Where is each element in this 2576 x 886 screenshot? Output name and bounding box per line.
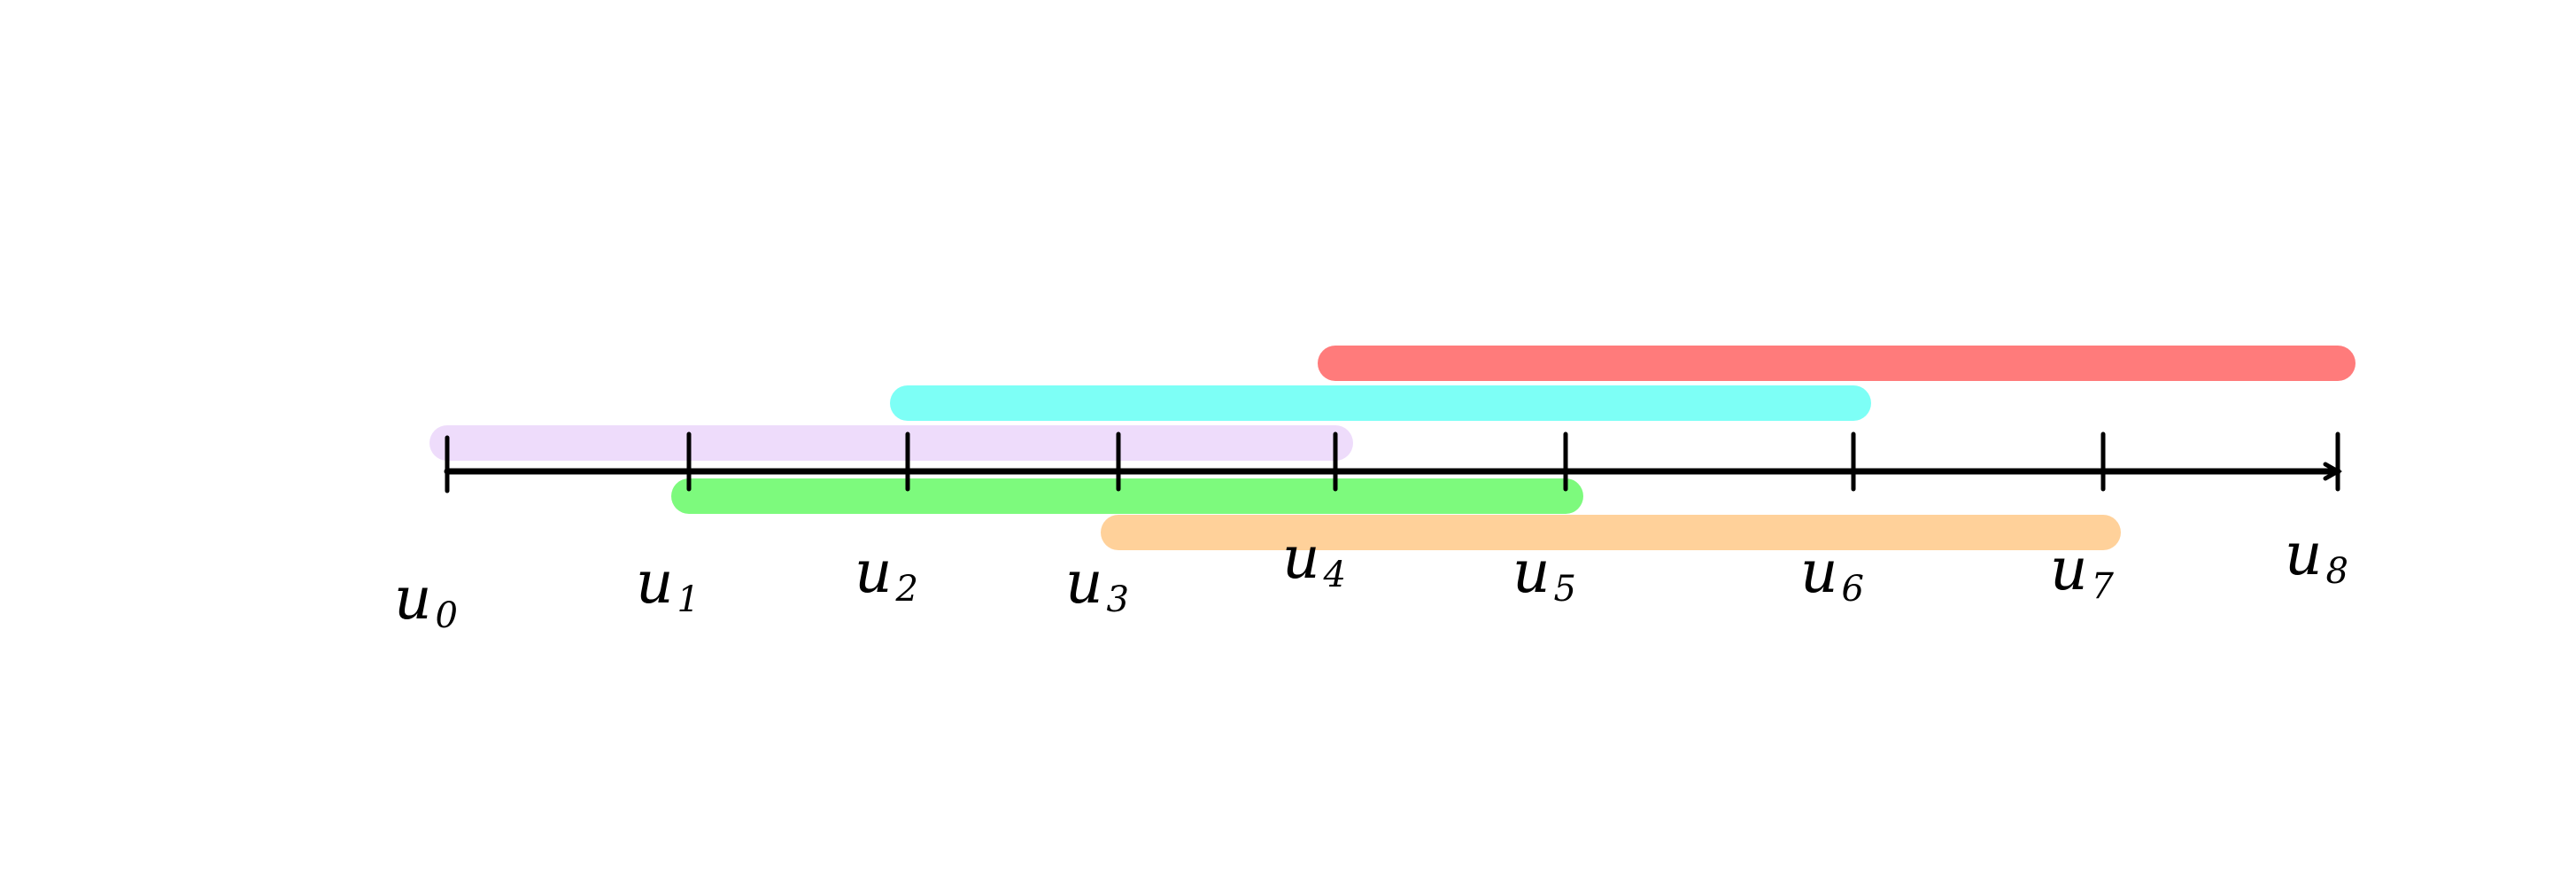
knot-label-base: u [1800,538,1838,606]
intervals-layer [429,346,2356,550]
labels-layer: u 0 u 1 u 2 u 3u 4 u 5 u 6 u 7 u 8 [394,520,2348,636]
knot-label-subscript: 0 [436,595,458,636]
knot-label-subscript: 4 [1323,555,1346,595]
knot-label-subscript: 3 [1107,579,1129,620]
knot-label-base: u [636,548,674,617]
knot-label-subscript: 6 [1842,569,1864,610]
ticks-layer [445,431,2340,494]
knot-label-subscript: 1 [677,579,700,620]
knot-label-base: u [1282,524,1320,592]
knot-label-base: u [855,538,893,606]
axis-layer [444,462,2343,481]
knot-label-subscript: 5 [1554,569,1576,610]
knot-label-subscript: 8 [2326,551,2348,592]
knot-label-base: u [1065,548,1103,617]
knot-label-base: u [2050,535,2088,603]
knot-label-subscript: 7 [2092,566,2115,607]
knot-label-subscript: 2 [895,569,918,610]
knot-label-base: u [2285,520,2323,588]
knot-label-base: u [394,564,432,633]
knot-label-base: u [1512,538,1551,606]
